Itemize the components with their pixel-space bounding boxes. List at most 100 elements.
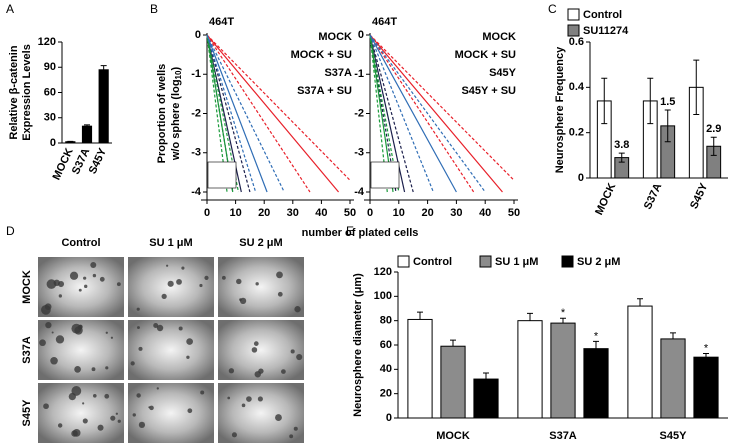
x-tick-label: MOCK xyxy=(593,181,618,217)
x-tick-label: 0 xyxy=(204,207,210,219)
fold-change: 3.8 xyxy=(614,139,629,151)
fold-change: 2.9 xyxy=(706,123,721,135)
sphere xyxy=(84,284,88,289)
y-tick-label: 0 xyxy=(50,137,56,149)
sphere xyxy=(276,271,283,279)
sphere xyxy=(161,293,167,300)
fit-line xyxy=(206,34,268,193)
sphere xyxy=(138,346,143,351)
x-tick-label: 40 xyxy=(315,207,327,219)
y-tick-label: 0.4 xyxy=(569,81,585,93)
sphere xyxy=(200,390,205,395)
sphere xyxy=(136,326,140,330)
error-bar xyxy=(560,317,566,324)
y-tick-label: -2 xyxy=(354,107,364,119)
legend-label: S45Y + SU xyxy=(461,85,516,97)
sphere xyxy=(257,396,263,402)
bar xyxy=(627,305,653,419)
sphere xyxy=(296,353,303,361)
confidence-line xyxy=(369,34,434,193)
error-bar xyxy=(647,77,654,125)
x-tick-label: 10 xyxy=(393,207,405,219)
x-tick-label: MOCK xyxy=(51,146,76,182)
sphere xyxy=(45,321,52,329)
chart-title: 464T xyxy=(209,16,234,28)
bar xyxy=(583,348,609,419)
error-bar xyxy=(483,372,489,380)
sphere xyxy=(43,403,49,410)
y-tick-label: 20 xyxy=(380,388,392,400)
fit-line xyxy=(369,34,503,193)
legend-label: S37A xyxy=(324,67,352,79)
bar xyxy=(407,318,433,419)
sphere xyxy=(236,278,242,285)
x-tick-label: 0 xyxy=(367,207,373,219)
column-header: Control xyxy=(61,237,100,249)
sphere xyxy=(83,276,87,280)
micrograph xyxy=(128,257,214,317)
y-tick-label: 40 xyxy=(380,363,392,375)
sphere xyxy=(41,304,51,315)
sphere xyxy=(50,356,58,365)
sphere xyxy=(116,282,121,287)
legend-label: MOCK xyxy=(318,31,352,43)
sphere xyxy=(255,282,259,286)
sphere xyxy=(110,415,116,421)
error-bar xyxy=(527,312,533,321)
legend-label: S37A + SU xyxy=(297,85,352,97)
panel-label: C xyxy=(548,2,557,16)
x-tick-label: 50 xyxy=(344,207,356,219)
sphere xyxy=(71,430,78,437)
sphere xyxy=(176,278,182,285)
confidence-line xyxy=(369,34,475,193)
sphere xyxy=(55,335,65,344)
y-axis-label-part: w/o sphere (log xyxy=(170,79,182,161)
column-header: SU 2 μM xyxy=(239,237,282,249)
sphere xyxy=(99,276,105,282)
error-bar xyxy=(664,109,671,143)
sphere xyxy=(138,421,146,429)
legend-label: Control xyxy=(413,256,452,268)
sphere xyxy=(117,419,121,423)
y-axis-label-part: ) xyxy=(170,67,182,71)
y-tick-label: -4 xyxy=(191,186,202,198)
sphere xyxy=(153,323,159,329)
sphere xyxy=(227,396,231,400)
x-axis-label: number of plated cells xyxy=(302,227,419,239)
sphere xyxy=(293,426,298,431)
inset-legend xyxy=(370,161,400,189)
panel-label: E xyxy=(346,224,354,238)
sphere xyxy=(167,280,174,287)
sphere xyxy=(78,288,82,292)
y-tick-label: -3 xyxy=(191,147,201,159)
error-bar xyxy=(417,311,423,320)
sphere xyxy=(90,261,97,268)
sphere xyxy=(149,405,154,411)
x-tick-label: S45Y xyxy=(87,146,110,176)
confidence-line xyxy=(206,34,240,193)
sphere xyxy=(186,338,193,345)
sphere xyxy=(228,368,235,374)
y-tick-label: 0 xyxy=(358,29,364,41)
x-tick-label: 30 xyxy=(450,207,462,219)
y-tick-label: 0.6 xyxy=(569,36,584,48)
sphere xyxy=(290,349,295,354)
micrograph xyxy=(128,383,214,443)
legend-swatch xyxy=(567,24,580,37)
confidence-line xyxy=(206,34,351,181)
y-tick-label: 60 xyxy=(44,86,56,98)
legend-label: MOCK + SU xyxy=(291,49,352,61)
y-tick-label: -1 xyxy=(191,68,201,80)
confidence-line xyxy=(369,34,414,193)
sphere xyxy=(53,279,60,287)
legend-swatch xyxy=(567,8,580,21)
error-bar xyxy=(670,332,676,339)
error-bar xyxy=(693,59,700,116)
sphere xyxy=(97,424,104,431)
error-bar xyxy=(601,77,608,125)
sphere xyxy=(204,275,209,280)
sphere xyxy=(289,434,294,439)
legend-label: SU 2 μM xyxy=(577,256,620,268)
y-axis-label: Expression Levels xyxy=(21,44,33,141)
y-axis-label: Relative β-catenin xyxy=(8,45,20,139)
